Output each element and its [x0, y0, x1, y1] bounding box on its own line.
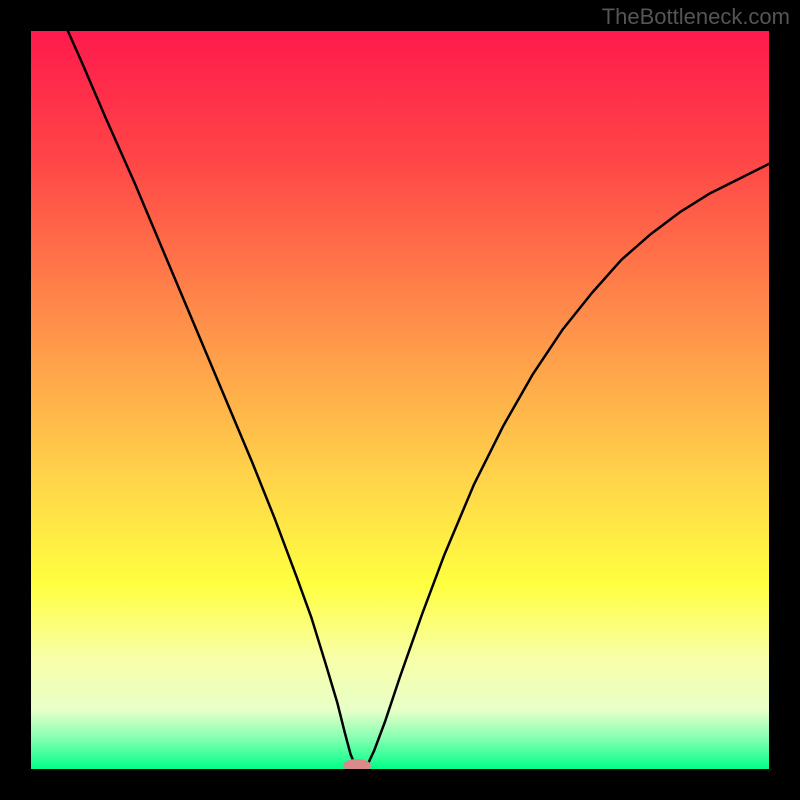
bottleneck-curve	[68, 31, 769, 768]
curve-svg	[31, 31, 769, 769]
minimum-marker	[343, 759, 371, 770]
plot-area	[31, 31, 769, 769]
watermark-text: TheBottleneck.com	[602, 4, 790, 30]
chart-container: TheBottleneck.com	[0, 0, 800, 800]
